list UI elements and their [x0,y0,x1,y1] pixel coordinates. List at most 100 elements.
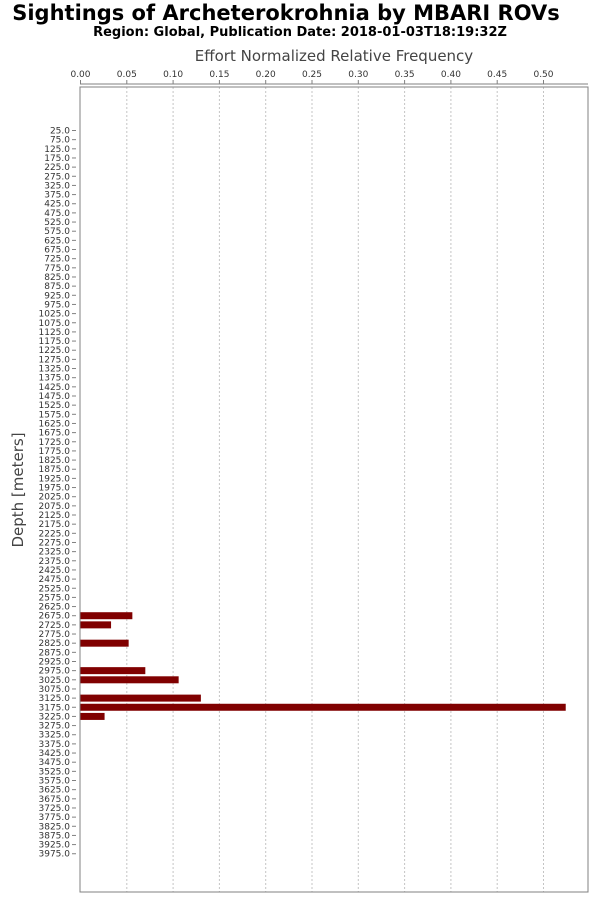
y-tick-label: 1975.0 [39,484,71,494]
y-tick-label: 3275.0 [39,722,71,732]
y-tick-label: 1225.0 [39,346,71,356]
y-tick-label: 175.0 [44,154,70,164]
y-tick-label: 575.0 [44,227,70,237]
bar [80,667,146,675]
y-tick-label: 2125.0 [39,511,71,521]
y-tick-label: 1325.0 [39,365,71,375]
y-tick-label: 3625.0 [39,786,71,796]
x-tick-label: 0.25 [302,70,322,80]
y-tick-label: 1575.0 [39,410,71,420]
y-tick-label: 1875.0 [39,465,71,475]
x-tick-label: 0.45 [487,70,507,80]
y-tick-label: 875.0 [44,282,70,292]
x-tick-label: 0.35 [395,70,415,80]
x-axis-label: Effort Normalized Relative Frequency [194,47,474,65]
chart-title: Sightings of Archeterokrohnia by MBARI R… [12,1,560,25]
y-tick-label: 3975.0 [39,850,71,860]
y-tick-label: 3575.0 [39,777,71,787]
x-tick-label: 0.00 [70,70,90,80]
y-tick-label: 975.0 [44,300,70,310]
x-tick-label: 0.10 [163,70,183,80]
y-tick-label: 2825.0 [39,639,71,649]
y-tick-label: 1425.0 [39,383,71,393]
bar [80,694,201,702]
y-tick-label: 3075.0 [39,685,71,695]
x-tick-label: 0.20 [256,70,276,80]
y-tick-label: 1075.0 [39,319,71,329]
y-tick-label: 2525.0 [39,584,71,594]
bar [80,621,112,629]
y-tick-label: 1775.0 [39,447,71,457]
bar [80,703,566,711]
y-tick-label: 2925.0 [39,657,71,667]
chart-subtitle: Region: Global, Publication Date: 2018-0… [93,25,507,40]
y-tick-label: 2725.0 [39,621,71,631]
y-tick-label: 3675.0 [39,795,71,805]
y-tick-label: 1125.0 [39,328,71,338]
y-tick-label: 1025.0 [39,310,71,320]
y-tick-label: 75.0 [50,136,70,146]
y-tick-label: 3875.0 [39,831,71,841]
x-tick-label: 0.50 [533,70,553,80]
y-tick-label: 25.0 [50,127,70,137]
x-tick-label: 0.40 [441,70,461,80]
y-tick-label: 775.0 [44,264,70,274]
y-tick-label: 3375.0 [39,740,71,750]
y-tick-label: 925.0 [44,291,70,301]
y-tick-label: 2275.0 [39,538,71,548]
y-tick-label: 2075.0 [39,502,71,512]
y-tick-label: 2175.0 [39,520,71,530]
y-tick-label: 2625.0 [39,603,71,613]
y-tick-label: 1375.0 [39,374,71,384]
y-tick-label: 1275.0 [39,355,71,365]
plot-area-frame [79,86,589,893]
y-tick-label: 3175.0 [39,703,71,713]
y-tick-label: 3475.0 [39,758,71,768]
y-tick-label: 2475.0 [39,575,71,585]
y-tick-label: 3925.0 [39,841,71,851]
y-tick-label: 3725.0 [39,804,71,814]
y-tick-label: 125.0 [44,145,70,155]
y-tick-label: 425.0 [44,200,70,210]
y-tick-label: 3125.0 [39,694,71,704]
bar [80,612,133,620]
y-tick-label: 2575.0 [39,593,71,603]
y-tick-label: 2425.0 [39,566,71,576]
y-tick-label: 725.0 [44,255,70,265]
bar [80,712,105,720]
y-tick-label: 2325.0 [39,548,71,558]
y-tick-label: 2025.0 [39,493,71,503]
y-tick-label: 1625.0 [39,419,71,429]
y-axis-ticks: 25.075.0125.0175.0225.0275.0325.0375.042… [39,127,76,860]
y-tick-label: 2675.0 [39,612,71,622]
y-tick-label: 1475.0 [39,392,71,402]
bar [80,676,179,684]
y-tick-label: 3825.0 [39,822,71,832]
y-tick-label: 1525.0 [39,401,71,411]
y-tick-label: 475.0 [44,209,70,219]
y-tick-label: 1675.0 [39,429,71,439]
x-tick-label: 0.05 [117,70,137,80]
y-tick-label: 675.0 [44,246,70,256]
grid-lines [126,87,544,892]
y-tick-label: 3325.0 [39,731,71,741]
y-tick-label: 825.0 [44,273,70,283]
bar [80,639,129,647]
y-tick-label: 2225.0 [39,529,71,539]
y-tick-label: 2875.0 [39,648,71,658]
y-tick-label: 1925.0 [39,474,71,484]
y-tick-label: 3525.0 [39,767,71,777]
y-tick-label: 275.0 [44,172,70,182]
y-tick-label: 3425.0 [39,749,71,759]
y-tick-label: 625.0 [44,236,70,246]
x-tick-label: 0.30 [348,70,368,80]
y-tick-label: 2975.0 [39,667,71,677]
y-tick-label: 525.0 [44,218,70,228]
y-tick-label: 375.0 [44,191,70,201]
y-tick-label: 1175.0 [39,337,71,347]
y-tick-label: 3775.0 [39,813,71,823]
x-tick-label: 0.15 [209,70,229,80]
y-tick-label: 3025.0 [39,676,71,686]
y-tick-label: 2775.0 [39,630,71,640]
